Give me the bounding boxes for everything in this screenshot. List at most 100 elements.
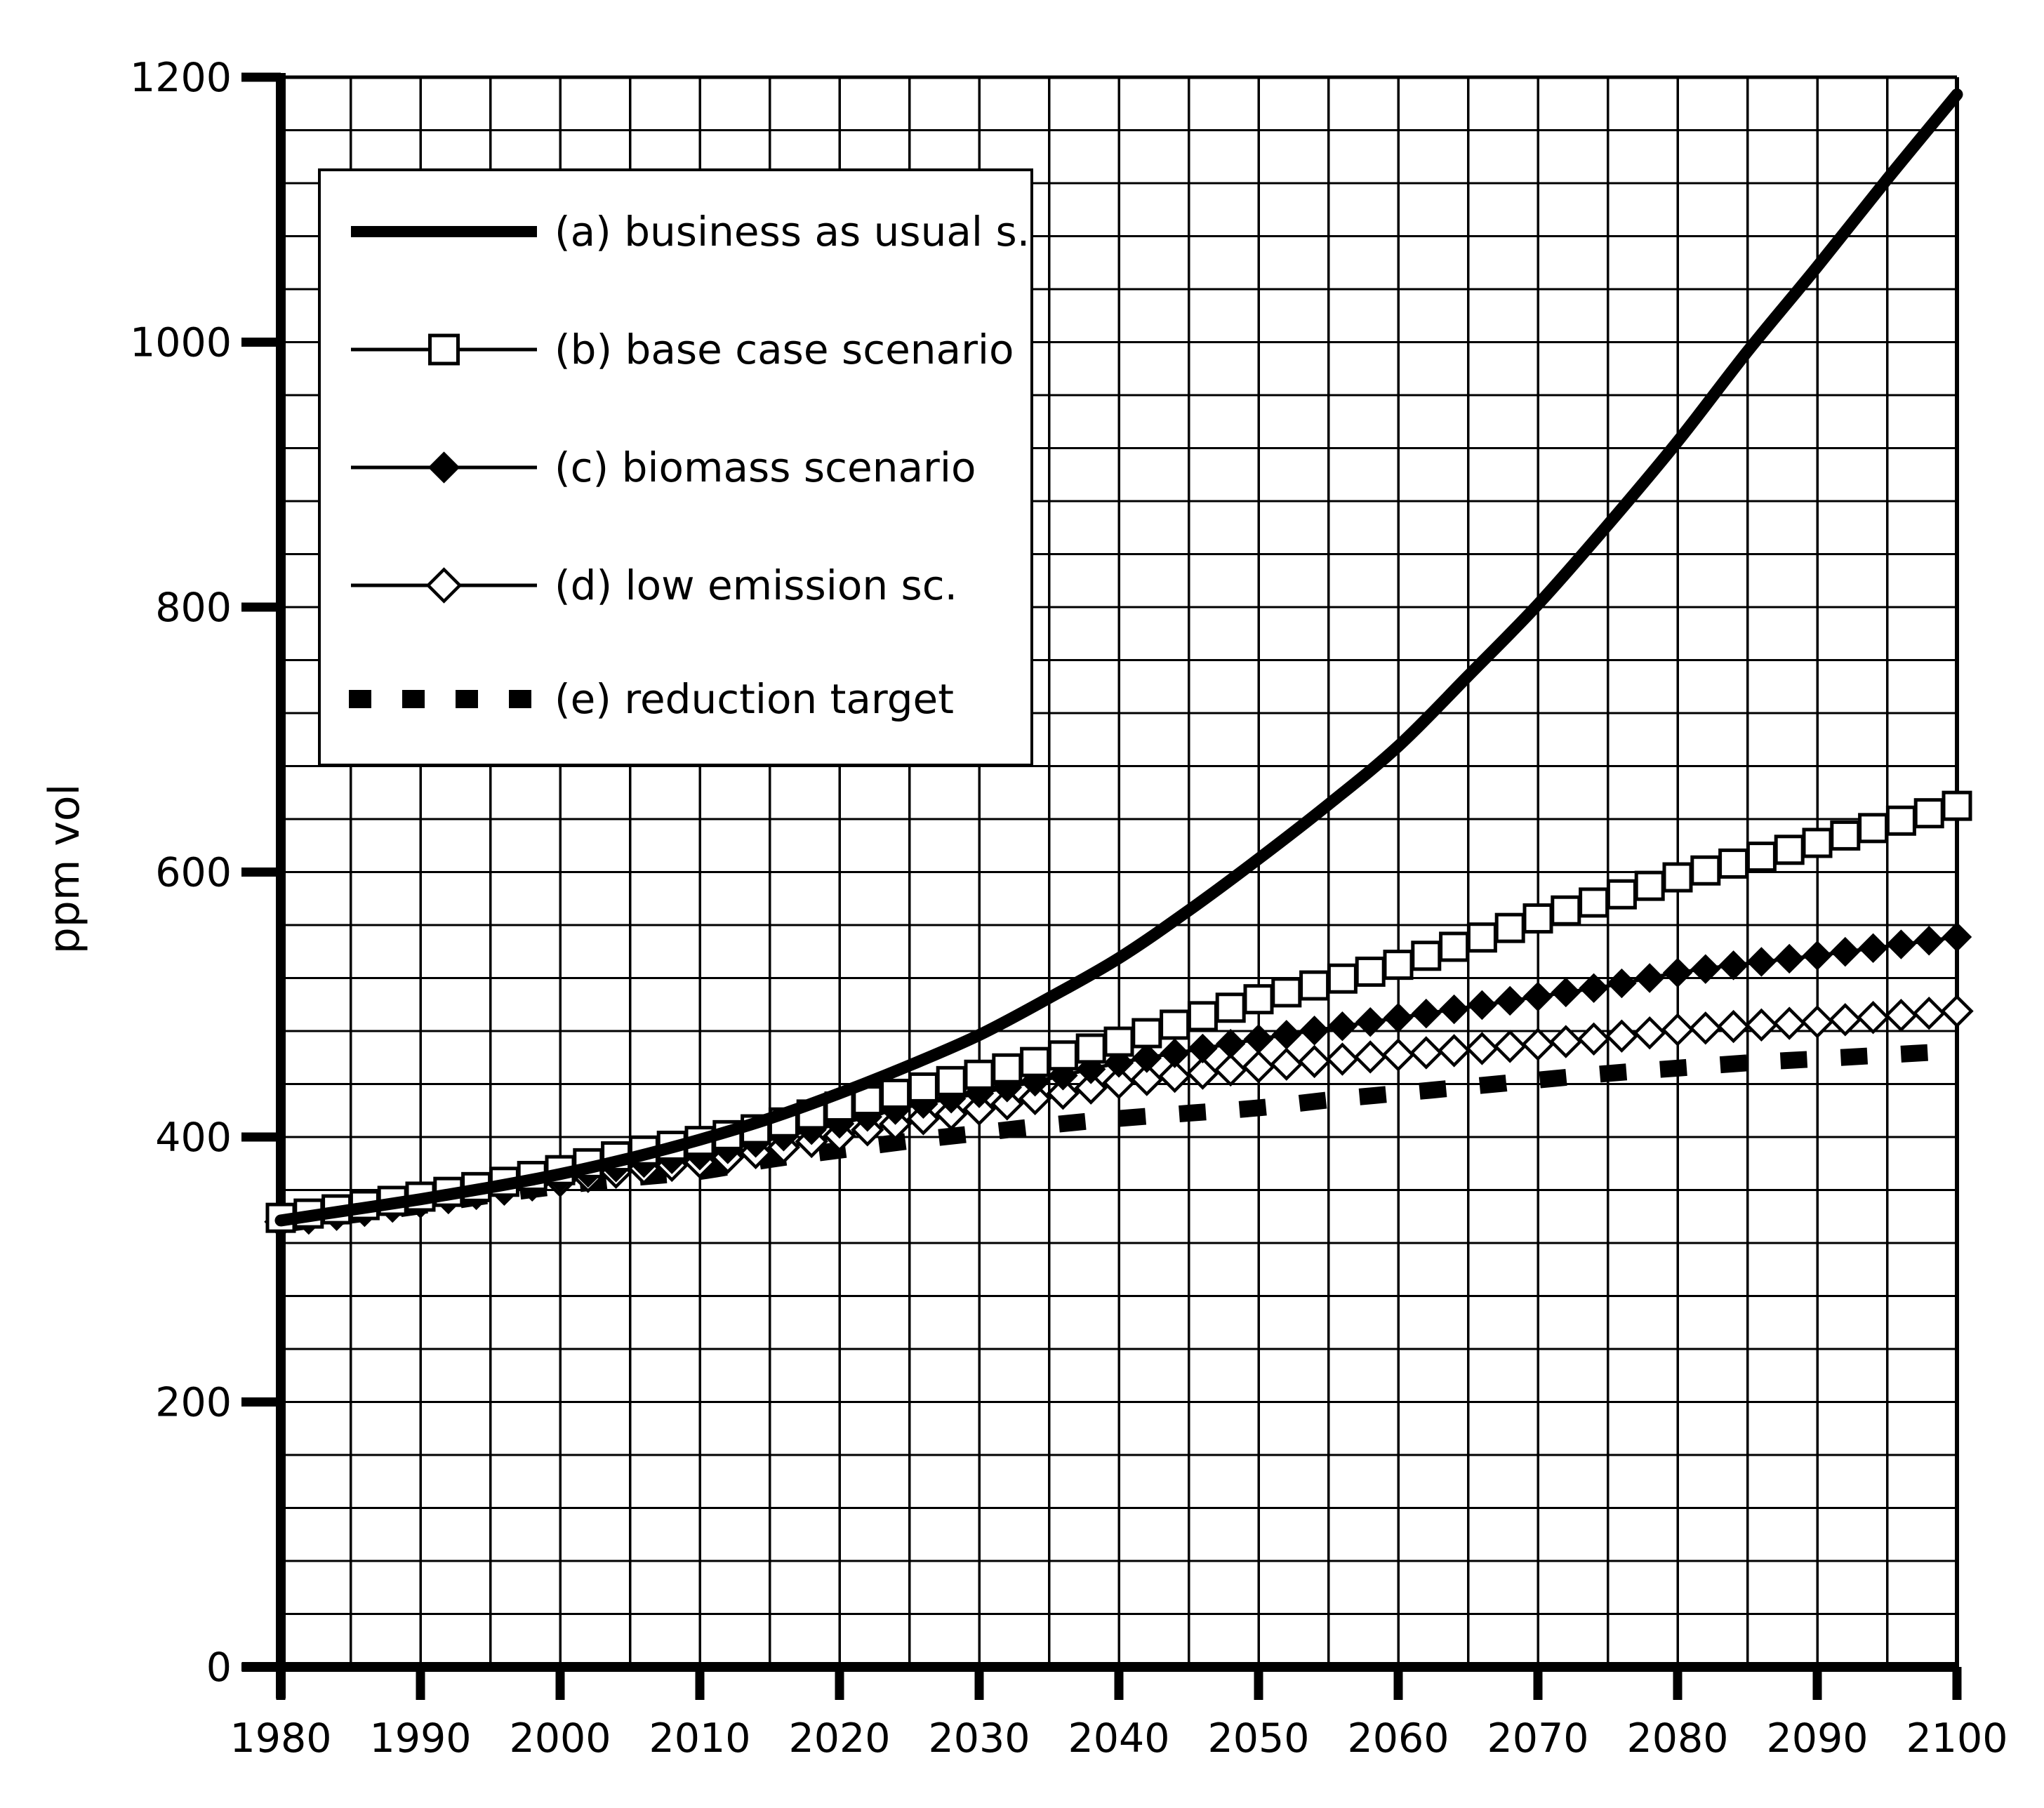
- open-square-marker: [1215, 992, 1246, 1023]
- open-diamond-marker: [1242, 1050, 1275, 1084]
- open-square-marker: [1020, 1046, 1051, 1077]
- open-diamond-marker: [1381, 1038, 1415, 1072]
- filled-diamond-marker: [1830, 936, 1861, 967]
- open-square-marker: [1047, 1040, 1078, 1071]
- legend-item-e: (e) reduction target: [349, 675, 954, 723]
- y-tick-label: 800: [155, 585, 232, 631]
- open-square-marker: [1606, 879, 1637, 910]
- x-tick-label: 2030: [928, 1715, 1030, 1762]
- open-diamond-marker: [1186, 1056, 1220, 1090]
- y-tick-label: 1000: [130, 320, 232, 366]
- open-diamond-marker: [1633, 1016, 1666, 1050]
- filled-diamond-marker: [1551, 977, 1581, 1008]
- open-square-marker: [936, 1065, 967, 1096]
- y-tick-label: 0: [206, 1644, 232, 1691]
- filled-diamond-marker: [1802, 940, 1833, 971]
- legend-label-b: (b) base case scenario: [555, 326, 1014, 373]
- series-e: [279, 1042, 1958, 1233]
- open-diamond-marker: [1856, 1001, 1890, 1035]
- open-square-marker: [1132, 1018, 1162, 1049]
- open-square-marker: [1271, 977, 1302, 1008]
- open-diamond-marker: [1409, 1036, 1443, 1070]
- x-tick-label: 2070: [1487, 1715, 1588, 1762]
- filled-diamond-marker: [1188, 1033, 1218, 1064]
- legend: (a) business as usual s. (b) base case sc…: [318, 168, 1033, 766]
- filled-diamond-marker: [1690, 954, 1721, 984]
- open-diamond-marker: [1744, 1008, 1779, 1042]
- x-tick-label: 2090: [1766, 1715, 1868, 1762]
- open-square-marker: [1913, 798, 1944, 829]
- series-e-line: [279, 1042, 1958, 1233]
- open-square-marker: [880, 1078, 911, 1109]
- series-b: [265, 790, 1972, 1233]
- open-diamond-marker: [1046, 1077, 1080, 1110]
- x-tick-label: 1980: [230, 1715, 331, 1762]
- open-square-marker: [1718, 848, 1749, 879]
- open-square-marker: [964, 1059, 995, 1090]
- open-square-marker: [1494, 912, 1525, 943]
- legend-item-b: (b) base case scenario: [351, 326, 1014, 373]
- y-axis-title: ppm vol: [40, 784, 89, 955]
- filled-diamond-marker: [1467, 990, 1497, 1021]
- open-square-marker: [1690, 855, 1721, 886]
- open-diamond-marker: [1829, 1003, 1862, 1037]
- open-square-marker: [1858, 813, 1889, 844]
- legend-label-c: (c) biomass scenario: [555, 444, 976, 491]
- axis-tick-labels: 0 200 400 600 800 1000 1200 1980 1990 2000 2010 202…: [130, 55, 2008, 1762]
- open-diamond-marker: [1157, 1059, 1192, 1094]
- open-square-marker: [1439, 931, 1470, 962]
- filled-diamond-marker: [1215, 1028, 1246, 1059]
- series-a: [274, 88, 1963, 1227]
- x-tick-label: 2060: [1347, 1715, 1449, 1762]
- open-square-marker: [1746, 842, 1777, 872]
- x-tick-label: 2010: [649, 1715, 750, 1762]
- open-diamond-marker: [1493, 1030, 1527, 1063]
- open-square-marker: [1411, 940, 1442, 971]
- filled-diamond-marker: [1718, 950, 1748, 981]
- filled-diamond-marker: [427, 451, 460, 484]
- open-diamond-marker: [1353, 1040, 1387, 1074]
- filled-diamond-marker: [1494, 985, 1525, 1016]
- open-diamond-marker: [1912, 997, 1946, 1030]
- filled-diamond-marker: [1886, 929, 1916, 959]
- open-diamond-marker: [1884, 999, 1918, 1032]
- filled-diamond-marker: [1942, 922, 1972, 952]
- open-square-marker: [1634, 870, 1665, 901]
- filled-diamond-marker: [1327, 1011, 1358, 1042]
- open-diamond-marker: [1549, 1025, 1583, 1058]
- open-diamond-marker: [1521, 1028, 1555, 1061]
- open-diamond-marker: [1689, 1011, 1723, 1045]
- open-square-marker: [1160, 1009, 1190, 1040]
- open-diamond-marker: [1018, 1082, 1052, 1115]
- open-diamond-marker: [425, 567, 463, 604]
- open-square-marker: [1103, 1026, 1134, 1057]
- filled-diamond-marker: [1271, 1020, 1302, 1050]
- legend-label-d: (d) low emission sc.: [555, 561, 957, 609]
- open-square-marker: [1075, 1033, 1106, 1064]
- legend-label-e: (e) reduction target: [555, 675, 954, 723]
- open-square-marker: [1243, 984, 1274, 1015]
- y-tick-label: 600: [155, 850, 232, 896]
- x-tick-label: 2100: [1906, 1715, 2007, 1762]
- filled-diamond-marker: [1913, 926, 1944, 956]
- open-diamond-marker: [1325, 1042, 1360, 1076]
- filled-diamond-marker: [1383, 1002, 1414, 1033]
- y-tick-label: 400: [155, 1115, 232, 1161]
- filled-diamond-marker: [1160, 1038, 1190, 1068]
- open-diamond-marker: [1800, 1005, 1834, 1039]
- filled-diamond-marker: [1634, 963, 1665, 993]
- x-tick-label: 2080: [1626, 1715, 1728, 1762]
- open-square-marker: [1466, 922, 1497, 953]
- x-tick-label: 2020: [788, 1715, 890, 1762]
- axis-ticks: [241, 72, 1962, 1700]
- open-diamond-marker: [934, 1097, 968, 1131]
- open-diamond-marker: [1605, 1019, 1639, 1053]
- open-diamond-marker: [1772, 1006, 1806, 1040]
- filled-diamond-marker: [1858, 933, 1888, 964]
- open-diamond-marker: [1437, 1034, 1471, 1068]
- open-square-marker: [1830, 820, 1861, 851]
- filled-diamond-marker: [1132, 1043, 1162, 1073]
- open-diamond-marker: [1102, 1065, 1136, 1100]
- open-square-marker: [1802, 827, 1833, 858]
